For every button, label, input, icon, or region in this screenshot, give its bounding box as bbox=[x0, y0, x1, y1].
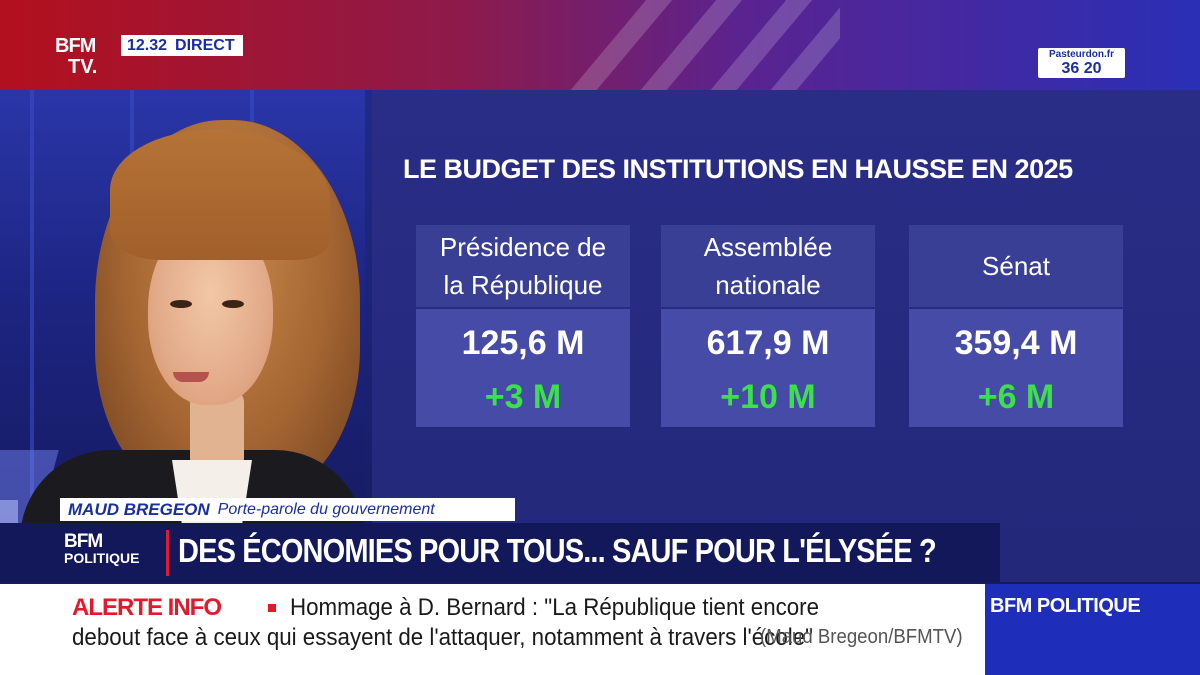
budget-card-senat: Sénat 359,4 M +6 M bbox=[909, 225, 1123, 427]
card-amount: 617,9 M bbox=[706, 324, 830, 362]
speaker-strip: MAUD BREGEON Porte-parole du gouvernemen… bbox=[60, 498, 515, 521]
card-amount: 359,4 M bbox=[954, 324, 1078, 362]
channel-badge bbox=[985, 584, 1200, 675]
card-heading: Sénat bbox=[909, 225, 1123, 307]
alert-source: (Maud Bregeon/BFMTV) bbox=[760, 626, 963, 648]
headline-text: DES ÉCONOMIES POUR TOUS... SAUF POUR L'É… bbox=[178, 532, 937, 569]
decorative-stripes bbox=[560, 0, 840, 90]
card-amount: 125,6 M bbox=[461, 324, 585, 362]
eye-icon bbox=[170, 300, 192, 308]
channel-label: BFM POLITIQUE bbox=[990, 595, 1141, 617]
speaker-role: Porte-parole du gouvernement bbox=[217, 500, 435, 518]
donation-url: Pasteurdon.fr bbox=[1048, 49, 1114, 60]
donation-badge: Pasteurdon.fr 36 20 bbox=[1038, 48, 1125, 78]
infographic-title: LE BUDGET DES INSTITUTIONS EN HAUSSE EN … bbox=[403, 154, 1073, 184]
bfm-politique-logo: BFM POLITIQUE bbox=[64, 531, 140, 566]
clock-time: 12.32 bbox=[127, 36, 168, 54]
card-increase: +6 M bbox=[977, 378, 1055, 416]
speaker-name: MAUD BREGEON bbox=[68, 499, 210, 519]
budget-card-assemblee: Assemblée nationale 617,9 M +10 M bbox=[661, 225, 875, 427]
bfmtv-logo-tv: TV. bbox=[68, 56, 98, 78]
clock-badge: 12.32 DIRECT bbox=[121, 35, 243, 56]
alert-label: ALERTE INFO bbox=[72, 594, 222, 621]
alert-text-line1: Hommage à D. Bernard : "La République ti… bbox=[290, 594, 820, 621]
budget-card-presidence: Présidence de la République 125,6 M +3 M bbox=[416, 225, 630, 427]
presenter-mouth bbox=[173, 372, 209, 382]
card-heading: Présidence de la République bbox=[416, 225, 630, 307]
card-increase: +10 M bbox=[720, 378, 816, 416]
eye-icon bbox=[222, 300, 244, 308]
alert-ticker bbox=[0, 584, 985, 675]
bullet-icon bbox=[268, 604, 276, 612]
alert-text-line2: debout face à ceux qui essayent de l'att… bbox=[72, 624, 814, 651]
headline-divider bbox=[166, 530, 169, 576]
card-increase: +3 M bbox=[484, 378, 562, 416]
bfmtv-logo: BFM bbox=[55, 35, 96, 57]
live-label: DIRECT bbox=[175, 36, 235, 54]
donation-number: 36 20 bbox=[1061, 60, 1102, 77]
card-heading: Assemblée nationale bbox=[661, 225, 875, 307]
